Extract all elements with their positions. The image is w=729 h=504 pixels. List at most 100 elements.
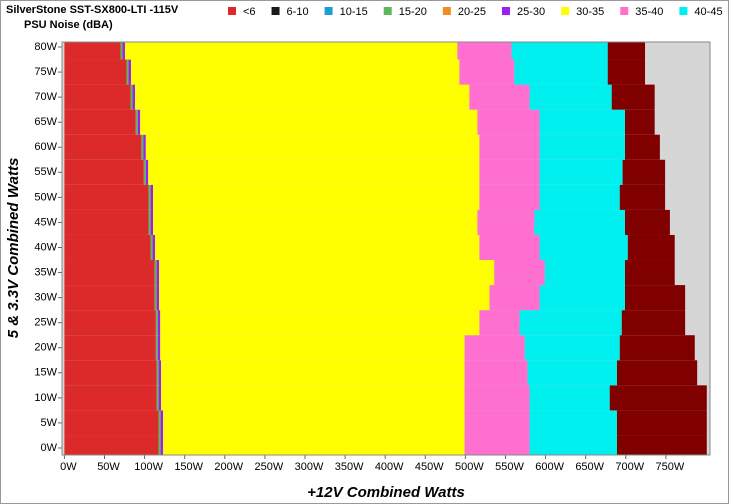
legend-label: 35-40: [635, 6, 663, 18]
y-tick-label: 25W: [34, 317, 57, 329]
band-cell: [161, 360, 465, 386]
band-cell: [539, 234, 628, 261]
band-cell: [154, 260, 157, 286]
band-cell: [479, 184, 540, 210]
y-tick-label: 45W: [34, 216, 57, 228]
band-cell: [529, 84, 612, 110]
band-cell: [479, 134, 540, 160]
legend-swatch: [442, 7, 451, 15]
band-cell: [148, 184, 151, 210]
band-cell: [624, 109, 655, 135]
band-cell: [477, 209, 535, 235]
band-cell: [494, 260, 545, 286]
band-cell: [464, 335, 525, 361]
band-cell: [64, 184, 149, 210]
band-cell: [126, 59, 129, 85]
band-cell: [159, 285, 490, 311]
band-cell: [155, 335, 158, 361]
band-cell: [624, 285, 686, 311]
y-axis-label: 5 & 3.3V Combined Watts: [5, 158, 22, 339]
band-cell: [155, 310, 158, 336]
band-cell: [459, 59, 515, 85]
band-cell: [457, 42, 512, 60]
band-cell: [479, 310, 520, 336]
x-tick-label: 750W: [656, 461, 685, 473]
band-cell: [489, 285, 540, 311]
x-tick-label: 150W: [174, 461, 203, 473]
y-tick-label: 40W: [34, 241, 57, 253]
band-cell: [464, 410, 530, 436]
band-cell: [64, 109, 136, 135]
band-cell: [160, 335, 465, 361]
band-cell: [64, 385, 157, 411]
chart-subtitle: PSU Noise (dBA): [24, 19, 113, 31]
y-tick-label: 70W: [34, 91, 57, 103]
x-tick-label: 200W: [214, 461, 243, 473]
legend-swatch: [679, 7, 688, 15]
legend-swatch: [271, 7, 280, 15]
band-cell: [469, 84, 530, 110]
x-tick-label: 50W: [97, 461, 120, 473]
band-cell: [156, 260, 160, 286]
band-cell: [64, 59, 127, 85]
y-tick-label: 0W: [41, 442, 58, 454]
band-cell: [524, 335, 620, 361]
band-cell: [140, 109, 478, 135]
x-tick-label: 600W: [535, 461, 564, 473]
legend-swatch: [324, 7, 333, 15]
y-tick-label: 50W: [34, 191, 57, 203]
y-tick-label: 75W: [34, 66, 57, 78]
band-cell: [143, 134, 146, 160]
x-axis-label: +12V Combined Watts: [307, 484, 465, 501]
band-cell: [156, 285, 160, 311]
band-cell: [145, 134, 480, 160]
band-cell: [464, 385, 530, 411]
band-cell: [619, 335, 695, 361]
band-cell: [624, 260, 675, 286]
band-cell: [122, 42, 125, 60]
band-cell: [157, 310, 161, 336]
band-cell: [622, 159, 666, 185]
band-cell: [607, 42, 646, 60]
y-tick-label: 80W: [34, 41, 57, 53]
band-cell: [616, 410, 707, 436]
x-tick-label: 300W: [295, 461, 324, 473]
y-tick-label: 60W: [34, 141, 57, 153]
y-tick-label: 35W: [34, 266, 57, 278]
band-cell: [477, 109, 540, 135]
band-cell: [124, 42, 458, 60]
band-cell: [539, 109, 625, 135]
band-cell: [64, 285, 155, 311]
band-cell: [624, 134, 660, 160]
band-cell: [148, 159, 480, 185]
band-cell: [519, 310, 622, 336]
band-cell: [529, 410, 617, 436]
band-cell: [539, 159, 623, 185]
band-cell: [158, 435, 161, 455]
band-cell: [64, 310, 156, 336]
band-cell: [621, 310, 686, 336]
chart-title: SilverStone SST-SX800-LTI -115V: [6, 4, 179, 16]
band-cell: [155, 234, 480, 261]
band-cell: [479, 159, 540, 185]
band-cell: [128, 59, 131, 85]
band-cell: [64, 335, 156, 361]
x-tick-label: 350W: [335, 461, 364, 473]
band-cell: [616, 435, 707, 455]
legend-swatch: [228, 7, 236, 15]
legend-label: 25-30: [517, 6, 545, 18]
band-cell: [163, 410, 465, 436]
band-cell: [479, 234, 540, 261]
legend-label: 6-10: [287, 6, 309, 18]
band-cell: [135, 109, 138, 135]
band-cell: [539, 184, 620, 210]
band-cell: [64, 410, 159, 436]
band-cell: [160, 410, 164, 436]
x-tick-label: 700W: [615, 461, 644, 473]
band-cell: [607, 59, 646, 85]
band-cell: [159, 260, 495, 286]
legend-swatch: [561, 7, 570, 15]
band-cell: [157, 335, 161, 361]
x-tick-label: 550W: [495, 461, 524, 473]
legend-label: 10-15: [340, 6, 368, 18]
